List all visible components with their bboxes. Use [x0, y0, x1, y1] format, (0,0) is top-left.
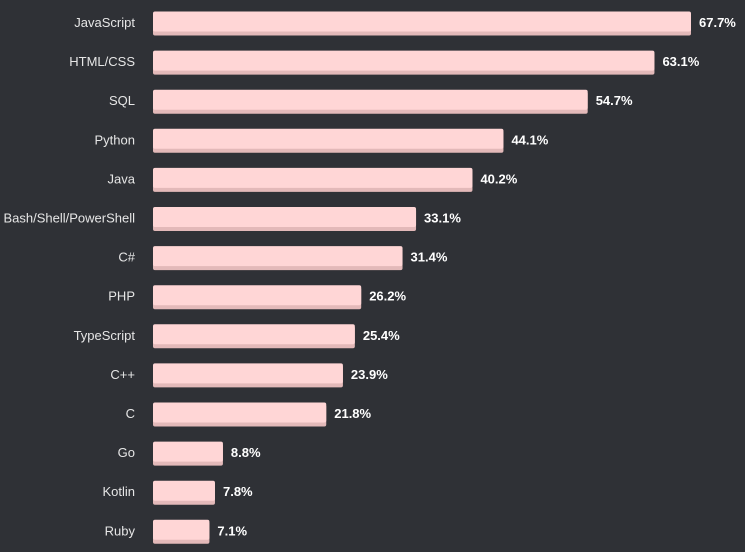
- category-label: JavaScript: [74, 15, 135, 30]
- value-label: 33.1%: [424, 211, 461, 226]
- bar-c-: [153, 363, 343, 384]
- bar-c: [153, 402, 327, 423]
- chart-rows: JavaScript 67.7% HTML/CSS 63.1% SQL 54.7% Pyth…: [3, 11, 736, 544]
- bar-go: [153, 441, 223, 462]
- category-label: Java: [108, 171, 136, 186]
- category-label: PHP: [108, 289, 135, 304]
- bar-php: [153, 285, 362, 306]
- value-label: 7.1%: [217, 523, 247, 538]
- bar-c-: [153, 246, 403, 267]
- category-label: C++: [110, 367, 135, 382]
- category-label: Kotlin: [102, 484, 135, 499]
- bar-python: [153, 128, 504, 149]
- value-label: 40.2%: [480, 171, 517, 186]
- value-label: 54.7%: [596, 93, 633, 108]
- bar-javascript: [153, 11, 691, 32]
- value-label: 63.1%: [662, 54, 699, 69]
- value-label: 8.8%: [231, 445, 261, 460]
- bar-java: [153, 167, 473, 188]
- value-label: 7.8%: [223, 484, 253, 499]
- category-label: C#: [118, 250, 135, 265]
- value-label: 67.7%: [699, 15, 736, 30]
- bar-html-css: [153, 50, 655, 71]
- category-label: HTML/CSS: [69, 54, 135, 69]
- category-label: Python: [95, 132, 135, 147]
- value-label: 21.8%: [334, 406, 371, 421]
- value-label: 31.4%: [411, 250, 448, 265]
- category-label: Go: [118, 445, 135, 460]
- bar-ruby: [153, 519, 210, 540]
- category-label: Bash/Shell/PowerShell: [3, 211, 135, 226]
- category-label: TypeScript: [74, 328, 136, 343]
- bar-bash-shell-powershell: [153, 207, 417, 227]
- value-label: 26.2%: [369, 289, 406, 304]
- bar-typescript: [153, 324, 355, 345]
- category-label: C: [126, 406, 135, 421]
- bar-sql: [153, 89, 588, 110]
- value-label: 44.1%: [511, 132, 548, 147]
- category-label: SQL: [109, 93, 135, 108]
- value-label: 23.9%: [351, 367, 388, 382]
- bar-kotlin: [153, 480, 215, 501]
- category-label: Ruby: [105, 523, 136, 538]
- value-label: 25.4%: [363, 328, 400, 343]
